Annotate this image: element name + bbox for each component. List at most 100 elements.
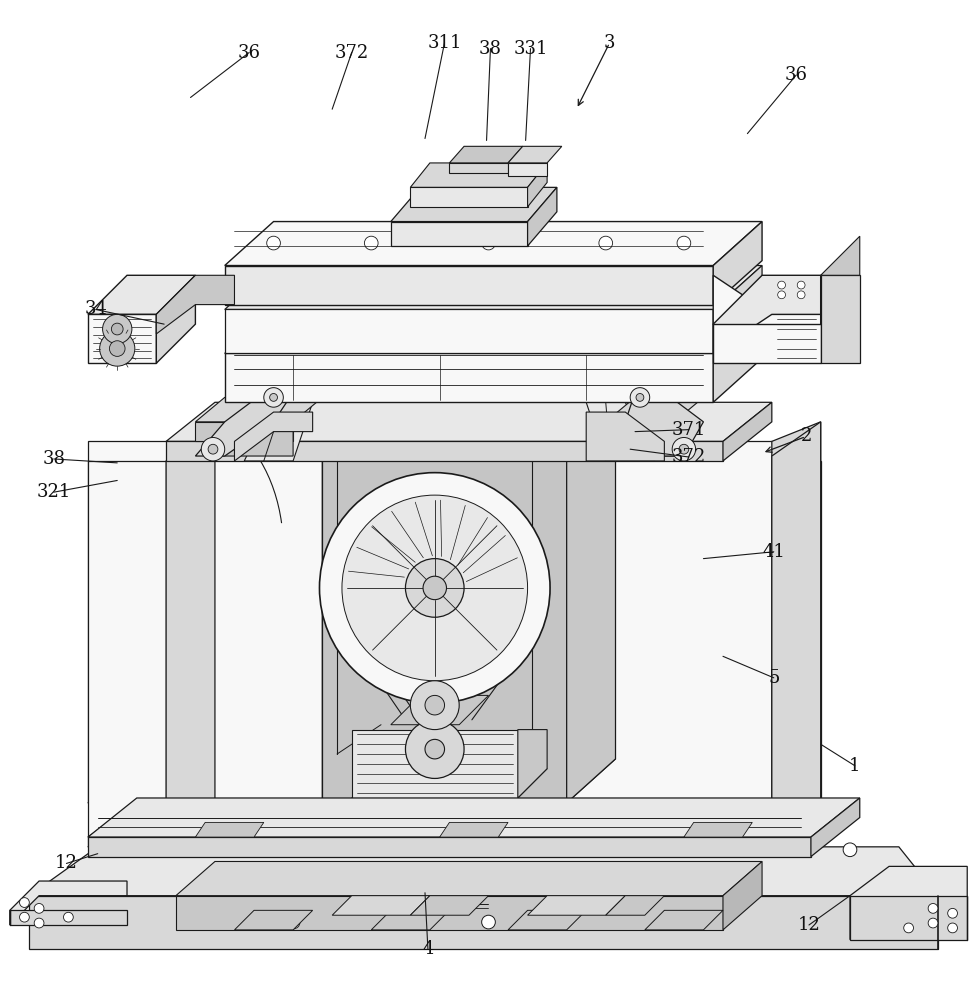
Text: 371: 371: [671, 421, 706, 439]
Circle shape: [109, 341, 125, 356]
Text: 38: 38: [479, 40, 502, 58]
Circle shape: [100, 331, 135, 366]
Circle shape: [264, 388, 283, 407]
Polygon shape: [410, 163, 547, 187]
Circle shape: [797, 281, 805, 289]
Polygon shape: [88, 803, 215, 847]
Polygon shape: [713, 275, 821, 353]
Circle shape: [928, 918, 938, 928]
Circle shape: [425, 695, 445, 715]
Circle shape: [103, 314, 132, 344]
Polygon shape: [176, 861, 762, 896]
Circle shape: [482, 236, 495, 250]
Text: 12: 12: [55, 854, 78, 872]
Circle shape: [778, 281, 786, 289]
Circle shape: [208, 444, 218, 454]
Circle shape: [20, 898, 29, 907]
Circle shape: [34, 904, 44, 913]
Polygon shape: [440, 822, 508, 837]
Circle shape: [778, 291, 786, 299]
Polygon shape: [528, 896, 625, 915]
Text: 38: 38: [42, 450, 65, 468]
Circle shape: [843, 843, 857, 857]
Polygon shape: [772, 422, 821, 803]
Polygon shape: [508, 146, 562, 163]
Polygon shape: [391, 187, 557, 222]
Circle shape: [948, 908, 957, 918]
Polygon shape: [88, 461, 166, 847]
Polygon shape: [225, 266, 762, 309]
Polygon shape: [449, 163, 508, 173]
Polygon shape: [88, 441, 322, 803]
Circle shape: [286, 915, 300, 929]
Text: 36: 36: [785, 66, 808, 84]
Polygon shape: [352, 730, 518, 798]
Circle shape: [364, 236, 378, 250]
Polygon shape: [645, 910, 723, 930]
Text: 372: 372: [334, 44, 369, 62]
Text: 2: 2: [800, 427, 812, 445]
Polygon shape: [352, 769, 547, 798]
Polygon shape: [410, 187, 528, 207]
Text: 36: 36: [237, 44, 261, 62]
Circle shape: [110, 843, 124, 857]
Circle shape: [286, 843, 300, 857]
Polygon shape: [567, 432, 616, 803]
Polygon shape: [508, 910, 586, 930]
Polygon shape: [850, 896, 967, 940]
Polygon shape: [713, 803, 821, 847]
Circle shape: [20, 912, 29, 922]
Polygon shape: [195, 397, 322, 422]
Circle shape: [270, 394, 277, 401]
Text: 331: 331: [513, 40, 548, 58]
Polygon shape: [10, 881, 127, 925]
Circle shape: [677, 843, 691, 857]
Circle shape: [672, 437, 696, 461]
Circle shape: [64, 912, 73, 922]
Polygon shape: [616, 393, 703, 456]
Polygon shape: [606, 422, 674, 441]
Polygon shape: [88, 798, 860, 837]
Polygon shape: [244, 402, 313, 461]
Polygon shape: [567, 808, 772, 837]
Polygon shape: [88, 808, 322, 837]
Circle shape: [34, 918, 44, 928]
Circle shape: [425, 739, 445, 759]
Polygon shape: [322, 759, 616, 803]
Polygon shape: [195, 393, 293, 456]
Circle shape: [679, 444, 689, 454]
Polygon shape: [225, 266, 713, 305]
Polygon shape: [567, 441, 772, 803]
Polygon shape: [391, 695, 488, 725]
Circle shape: [797, 291, 805, 299]
Polygon shape: [713, 309, 762, 402]
Polygon shape: [567, 759, 821, 803]
Polygon shape: [322, 422, 371, 803]
Circle shape: [201, 437, 225, 461]
Polygon shape: [10, 910, 127, 925]
Polygon shape: [684, 822, 752, 837]
Polygon shape: [166, 402, 772, 441]
Circle shape: [405, 720, 464, 778]
Polygon shape: [88, 837, 811, 857]
Text: 5: 5: [768, 669, 780, 687]
Polygon shape: [723, 402, 772, 461]
Circle shape: [267, 236, 280, 250]
Polygon shape: [156, 275, 195, 363]
Text: 12: 12: [797, 916, 821, 934]
Polygon shape: [772, 461, 821, 847]
Text: 41: 41: [762, 543, 786, 561]
Polygon shape: [225, 309, 762, 353]
Circle shape: [342, 495, 528, 681]
Polygon shape: [371, 910, 449, 930]
Circle shape: [636, 394, 644, 401]
Circle shape: [904, 923, 913, 933]
Polygon shape: [723, 861, 762, 930]
Circle shape: [319, 473, 550, 703]
Polygon shape: [821, 236, 860, 275]
Circle shape: [677, 236, 691, 250]
Polygon shape: [225, 222, 762, 266]
Text: 4: 4: [422, 940, 434, 958]
Polygon shape: [156, 275, 234, 334]
Text: 34: 34: [84, 300, 107, 318]
